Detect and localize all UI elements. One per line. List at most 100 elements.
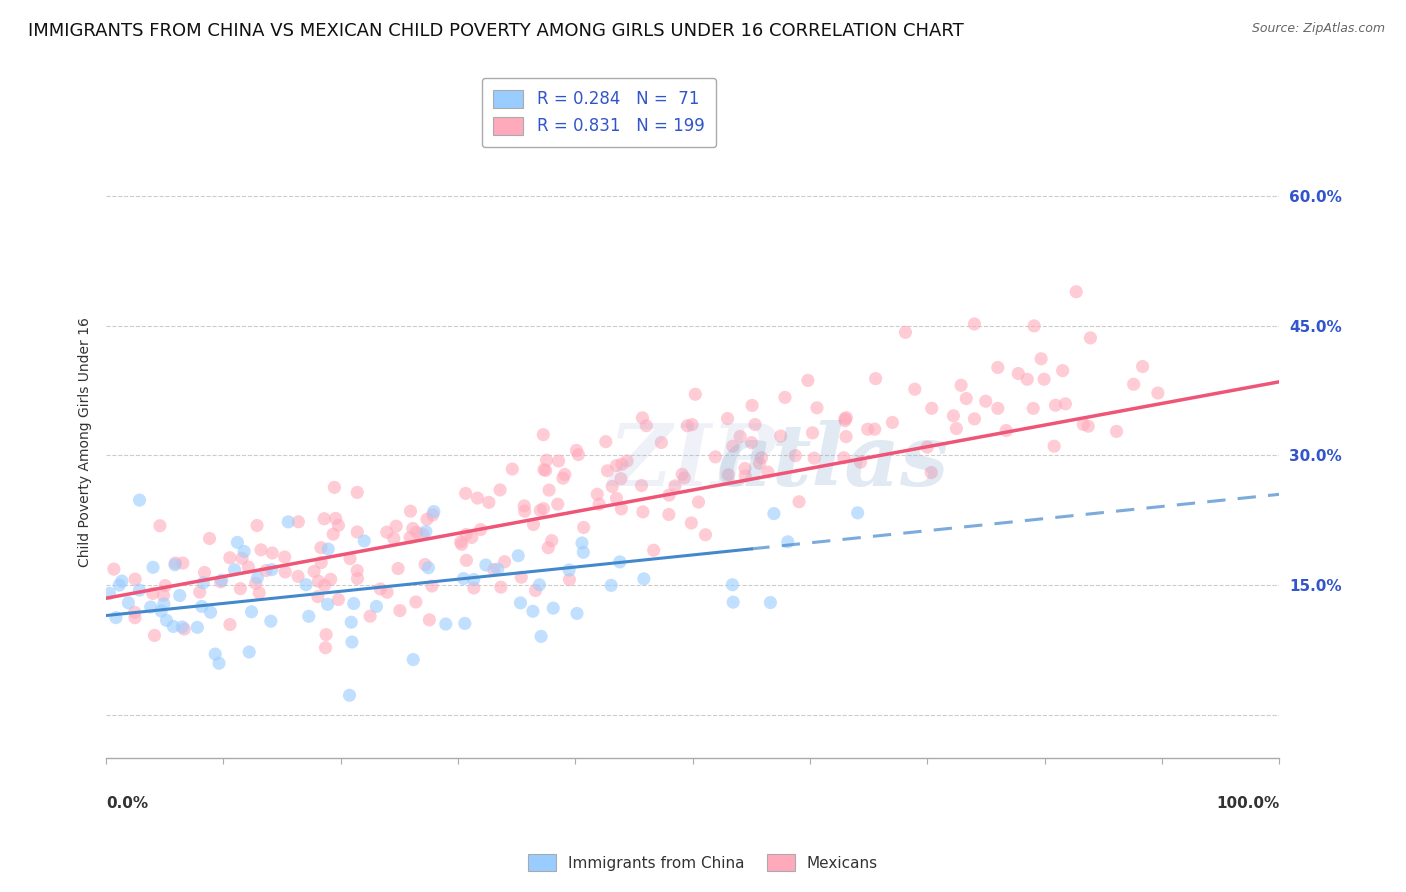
Point [856, 422, 879, 436]
Point [915, 440, 938, 454]
Point [142, 560, 165, 574]
Point [610, 472, 633, 486]
Text: IMMIGRANTS FROM CHINA VS MEXICAN CHILD POVERTY AMONG GIRLS UNDER 16 CORRELATION : IMMIGRANTS FROM CHINA VS MEXICAN CHILD P… [28, 22, 965, 40]
Point [596, 464, 619, 478]
Point [152, 588, 174, 602]
Point [238, 645, 260, 659]
Point [882, 416, 904, 430]
Point [586, 487, 609, 501]
Point [128, 493, 150, 508]
Point [111, 574, 134, 588]
Point [1024, 318, 1046, 333]
Point [963, 317, 986, 331]
Point [759, 595, 782, 609]
Point [273, 549, 295, 564]
Point [375, 585, 398, 599]
Point [1054, 397, 1077, 411]
Point [165, 556, 187, 570]
Point [229, 582, 252, 596]
Point [920, 466, 942, 480]
Point [658, 488, 681, 502]
Point [695, 528, 717, 542]
Point [537, 541, 560, 555]
Point [260, 614, 283, 628]
Point [554, 467, 576, 482]
Point [744, 417, 766, 432]
Point [128, 583, 150, 598]
Point [353, 533, 375, 548]
Point [450, 537, 472, 551]
Point [315, 627, 337, 641]
Text: ZIP: ZIP [609, 419, 776, 503]
Point [769, 429, 792, 443]
Point [418, 560, 440, 574]
Legend: R = 0.284   N =  71, R = 0.831   N = 199: R = 0.284 N = 71, R = 0.831 N = 199 [482, 78, 716, 147]
Point [198, 532, 221, 546]
Point [238, 560, 260, 574]
Point [963, 412, 986, 426]
Point [250, 542, 273, 557]
Point [422, 508, 444, 522]
Point [832, 450, 855, 465]
Point [610, 457, 633, 471]
Point [565, 443, 588, 458]
Point [108, 578, 131, 592]
Point [204, 647, 226, 661]
Point [450, 535, 472, 549]
Point [547, 497, 569, 511]
Point [359, 609, 381, 624]
Point [894, 326, 917, 340]
Point [704, 450, 727, 464]
Point [339, 551, 361, 566]
Point [366, 599, 388, 614]
Point [325, 511, 347, 525]
Point [339, 688, 361, 702]
Point [541, 601, 564, 615]
Point [463, 581, 485, 595]
Point [945, 421, 967, 435]
Point [418, 613, 440, 627]
Point [631, 505, 654, 519]
Point [751, 450, 773, 465]
Point [1017, 372, 1039, 386]
Point [571, 536, 593, 550]
Point [150, 604, 173, 618]
Point [508, 549, 530, 563]
Point [208, 657, 231, 671]
Point [246, 571, 269, 585]
Point [103, 562, 125, 576]
Point [302, 564, 325, 578]
Point [413, 558, 436, 572]
Point [551, 471, 574, 485]
Point [314, 512, 336, 526]
Point [921, 401, 943, 416]
Point [688, 495, 710, 509]
Point [193, 566, 215, 580]
Point [522, 604, 544, 618]
Point [219, 617, 242, 632]
Point [200, 605, 222, 619]
Point [124, 605, 146, 619]
Point [186, 620, 208, 634]
Point [172, 620, 194, 634]
Point [274, 565, 297, 579]
Point [387, 561, 409, 575]
Point [247, 586, 270, 600]
Point [340, 635, 363, 649]
Point [522, 517, 544, 532]
Point [846, 506, 869, 520]
Point [322, 527, 344, 541]
Point [124, 610, 146, 624]
Point [402, 521, 425, 535]
Point [681, 516, 703, 530]
Point [470, 523, 492, 537]
Point [328, 518, 350, 533]
Point [987, 401, 1010, 416]
Point [513, 504, 536, 518]
Point [316, 542, 339, 557]
Point [1122, 377, 1144, 392]
Text: atlas: atlas [717, 419, 949, 503]
Point [461, 531, 484, 545]
Point [773, 391, 796, 405]
Point [741, 435, 763, 450]
